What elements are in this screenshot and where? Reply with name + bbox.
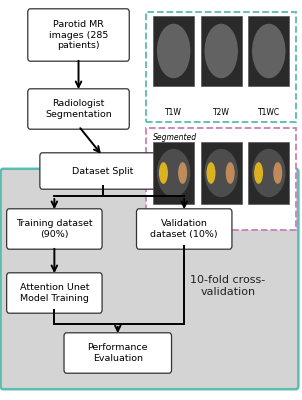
Bar (248, 16, 289, 86)
FancyBboxPatch shape (64, 333, 172, 373)
Text: T2W: T2W (213, 108, 230, 117)
Text: Validation
dataset (10%): Validation dataset (10%) (150, 219, 218, 239)
Text: Training dataset
(90%): Training dataset (90%) (16, 219, 93, 239)
Bar (146, 12, 296, 122)
Bar (153, 142, 194, 204)
FancyBboxPatch shape (28, 9, 129, 61)
Ellipse shape (157, 24, 190, 78)
Bar (201, 142, 242, 204)
FancyBboxPatch shape (1, 169, 298, 389)
Ellipse shape (252, 149, 285, 197)
Bar (146, 128, 296, 230)
FancyBboxPatch shape (137, 209, 232, 249)
FancyBboxPatch shape (28, 89, 129, 129)
Text: Radiologist
Segmentation: Radiologist Segmentation (45, 99, 112, 119)
Text: 10-fold cross-
validation: 10-fold cross- validation (190, 275, 266, 297)
Text: Segmented: Segmented (153, 133, 197, 142)
Text: T1W: T1W (165, 108, 182, 117)
Text: Attention Unet
Model Training: Attention Unet Model Training (20, 283, 89, 303)
Ellipse shape (159, 162, 168, 184)
Ellipse shape (273, 162, 282, 184)
Ellipse shape (204, 149, 238, 197)
Ellipse shape (204, 24, 238, 78)
Ellipse shape (226, 162, 235, 184)
FancyBboxPatch shape (40, 153, 165, 189)
Text: Performance
Evaluation: Performance Evaluation (88, 343, 148, 363)
Ellipse shape (254, 162, 263, 184)
FancyBboxPatch shape (7, 273, 102, 313)
FancyBboxPatch shape (7, 209, 102, 249)
Text: T1WC: T1WC (258, 108, 280, 117)
Text: Parotid MR
images (285
patients): Parotid MR images (285 patients) (49, 20, 108, 50)
Bar (248, 142, 289, 204)
Ellipse shape (207, 162, 216, 184)
Ellipse shape (252, 24, 285, 78)
Bar (153, 16, 194, 86)
Bar (201, 16, 242, 86)
Ellipse shape (178, 162, 187, 184)
Text: Dataset Split: Dataset Split (72, 166, 133, 176)
Ellipse shape (157, 149, 190, 197)
